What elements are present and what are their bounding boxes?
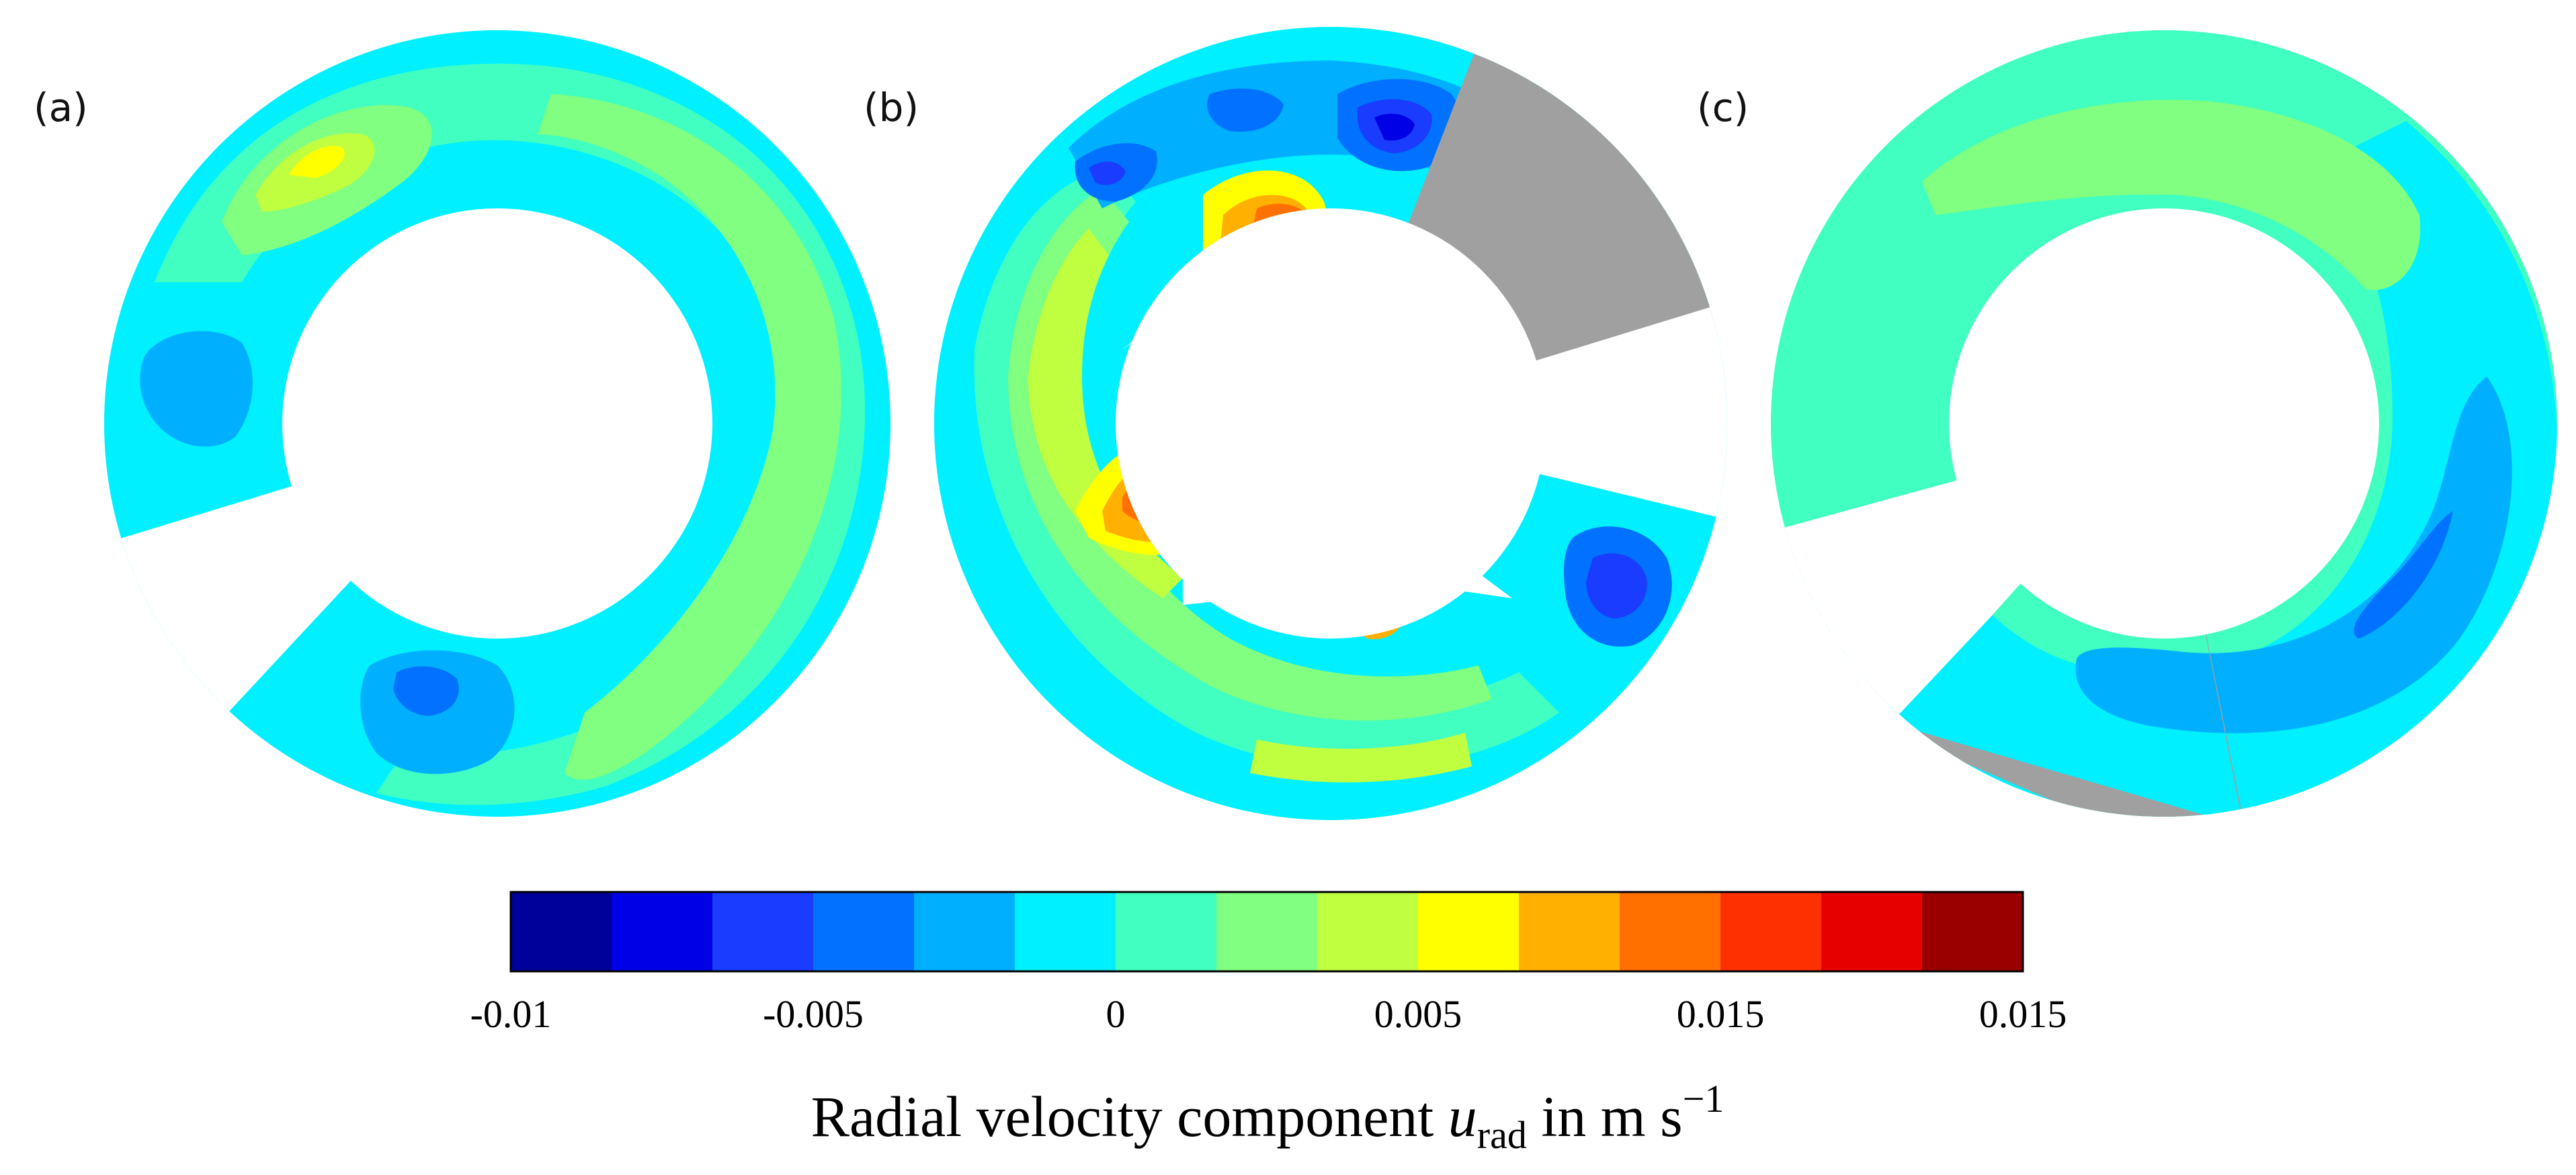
colorbar-cell-8	[1317, 892, 1419, 971]
colorbar-cell-11	[1620, 892, 1721, 971]
panel-b-label: (b)	[864, 85, 919, 130]
colorbar-cell-5	[1015, 892, 1116, 971]
colorbar-tick-0: -0.01	[470, 992, 552, 1036]
axis-title-mid: in m s	[1527, 1084, 1683, 1149]
axis-title-prefix: Radial velocity component	[811, 1084, 1448, 1149]
axis-title-sup: −1	[1683, 1077, 1725, 1121]
colorbar-cell-13	[1821, 892, 1923, 971]
colorbar-tick-1: -0.005	[763, 992, 864, 1036]
panel-b: (b)	[864, 27, 1727, 820]
panel-c: (c)	[1697, 30, 2557, 817]
colorbar-cell-9	[1418, 892, 1520, 971]
colorbar-cell-14	[1922, 892, 2024, 971]
colorbar-tick-2: 0	[1106, 992, 1126, 1036]
axis-title-var: u	[1448, 1084, 1477, 1149]
colorbar-tick-5: 0.015	[1979, 992, 2067, 1036]
colorbar-frame	[509, 891, 2024, 973]
colorbar-cell-10	[1519, 892, 1620, 971]
colorbar-tick-3: 0.005	[1374, 992, 1462, 1036]
colorbar-cell-12	[1720, 892, 1822, 971]
panel-a-hub	[282, 208, 712, 639]
colorbar-axis-title: Radial velocity component urad in m s−1	[811, 1077, 1725, 1157]
colorbar-cell-4	[914, 892, 1015, 971]
colorbar-cell-1	[612, 892, 713, 971]
panel-a-label: (a)	[34, 85, 88, 130]
colorbar-tick-labels: -0.01 -0.005 0 0.005 0.015 0.015	[470, 992, 2067, 1036]
colorbar-cells	[511, 892, 2024, 971]
axis-title-sub: rad	[1477, 1113, 1527, 1157]
panel-b-hub	[1116, 208, 1546, 639]
panel-c-hub	[1949, 208, 2379, 639]
colorbar-cell-7	[1216, 892, 1318, 971]
panel-b-hub-notches	[1122, 282, 1512, 605]
colorbar-cell-2	[712, 892, 814, 971]
panel-a: (a)	[34, 30, 890, 817]
colorbar-cell-6	[1116, 892, 1217, 971]
colorbar-cell-0	[511, 892, 612, 971]
colorbar-tick-4: 0.015	[1677, 992, 1765, 1036]
colorbar: -0.01 -0.005 0 0.005 0.015 0.015 Radial …	[470, 891, 2067, 1157]
panel-c-label: (c)	[1697, 85, 1749, 130]
colorbar-cell-3	[813, 892, 915, 971]
